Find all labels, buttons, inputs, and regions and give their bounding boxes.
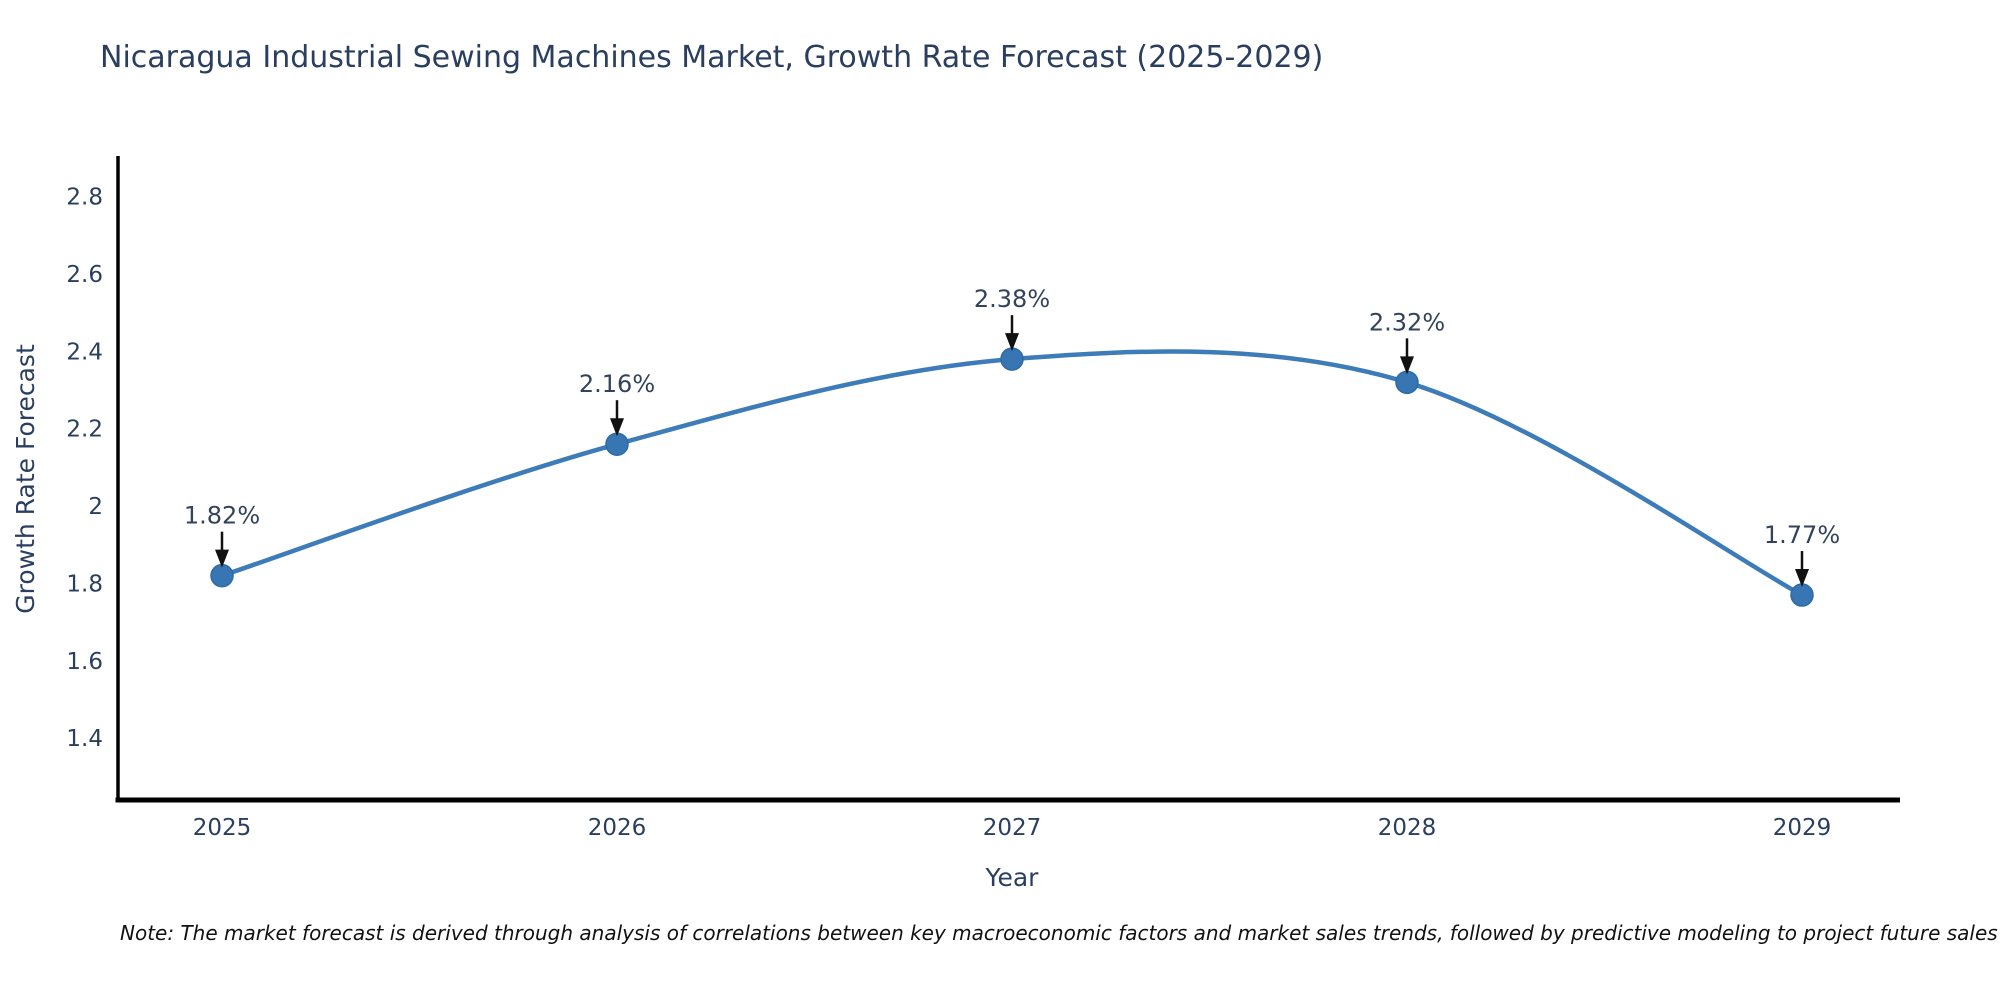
forecast-line: [219, 349, 1805, 598]
x-tick-label: 2026: [588, 815, 647, 841]
y-tick-label: 2.6: [66, 262, 103, 288]
y-tick-label: 1.8: [66, 571, 103, 597]
growth-rate-line-chart: 2.8 2.6 2.4 2.2 2 1.8 1.6 1.4 2025 2026 2027 2028 20…: [11, 156, 1900, 892]
x-tick-label: 2028: [1378, 815, 1437, 841]
annotation-arrow-head: [610, 418, 624, 437]
x-tick-label: 2027: [983, 815, 1042, 841]
point-value-label: 2.32%: [1369, 308, 1445, 336]
point-value-label: 1.77%: [1764, 521, 1840, 549]
point-value-label: 1.82%: [184, 502, 260, 530]
data-point-2026: [605, 432, 629, 456]
y-tick-label: 2.8: [66, 185, 103, 211]
annotation-arrow-head: [215, 549, 229, 568]
chart-footnote: Note: The market forecast is derived thr…: [120, 921, 1998, 945]
chart-title: Nicaragua Industrial Sewing Machines Mar…: [100, 40, 1324, 75]
data-point-2027: [1000, 347, 1024, 371]
y-tick-label: 1.4: [66, 726, 103, 752]
data-point-2028: [1395, 370, 1419, 395]
annotation-arrow-head: [1795, 569, 1809, 588]
point-value-label: 2.16%: [579, 370, 655, 398]
x-tick-label: 2025: [193, 815, 252, 841]
point-value-label: 2.38%: [974, 285, 1050, 313]
y-tick-label: 2.2: [66, 417, 103, 443]
data-point-2025: [210, 563, 234, 588]
data-point-2029: [1790, 583, 1814, 607]
x-tick-label: 2029: [1773, 815, 1832, 841]
x-axis-title: Year: [985, 863, 1040, 892]
annotation-arrow-head: [1005, 333, 1019, 352]
y-tick-label: 2: [88, 494, 103, 520]
annotation-arrow-head: [1400, 356, 1414, 375]
y-tick-label: 2.4: [66, 339, 103, 365]
y-axis-title: Growth Rate Forecast: [11, 344, 40, 614]
y-tick-label: 1.6: [66, 649, 103, 675]
